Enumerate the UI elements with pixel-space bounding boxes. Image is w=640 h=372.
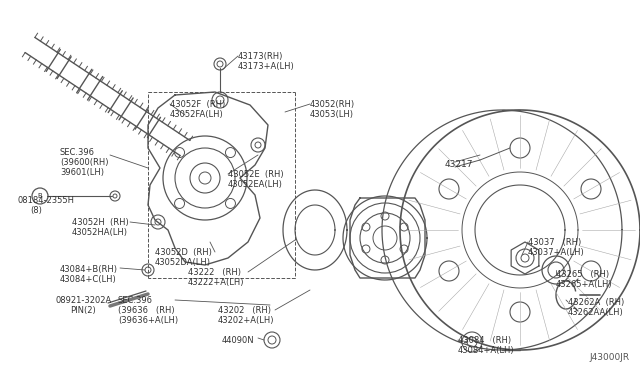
Text: 43052H  (RH): 43052H (RH): [72, 218, 129, 227]
Text: 43173(RH): 43173(RH): [238, 52, 284, 61]
Text: 43052EA(LH): 43052EA(LH): [228, 180, 283, 189]
Text: (39600(RH): (39600(RH): [60, 158, 109, 167]
Text: 43202+A(LH): 43202+A(LH): [218, 316, 275, 325]
Text: 43265+A(LH): 43265+A(LH): [556, 280, 612, 289]
Text: 43037   (RH): 43037 (RH): [528, 238, 581, 247]
Text: 43084+A(LH): 43084+A(LH): [458, 346, 515, 355]
Text: (8): (8): [30, 206, 42, 215]
Text: 44090N: 44090N: [222, 336, 255, 345]
Text: 43037+A(LH): 43037+A(LH): [528, 248, 585, 257]
Text: 43202   (RH): 43202 (RH): [218, 306, 271, 315]
Text: 43173+A(LH): 43173+A(LH): [238, 62, 295, 71]
Text: 43052(RH): 43052(RH): [310, 100, 355, 109]
Text: SEC.396: SEC.396: [60, 148, 95, 157]
Text: 43053(LH): 43053(LH): [310, 110, 354, 119]
Text: PIN(2): PIN(2): [70, 306, 96, 315]
Text: B: B: [38, 193, 42, 199]
Text: 08921-3202A: 08921-3202A: [55, 296, 111, 305]
Text: 43262AA(LH): 43262AA(LH): [568, 308, 624, 317]
Text: 43084+B(RH): 43084+B(RH): [60, 265, 118, 274]
Text: 43052D  (RH): 43052D (RH): [155, 248, 212, 257]
Text: 08184-2355H: 08184-2355H: [18, 196, 75, 205]
Text: (39636   (RH): (39636 (RH): [118, 306, 175, 315]
Text: J43000JR: J43000JR: [590, 353, 630, 362]
Text: 43222+A(LH): 43222+A(LH): [188, 278, 244, 287]
Text: 39601(LH): 39601(LH): [60, 168, 104, 177]
Text: 43217: 43217: [445, 160, 474, 169]
Text: 43052HA(LH): 43052HA(LH): [72, 228, 128, 237]
Text: 43262A  (RH): 43262A (RH): [568, 298, 624, 307]
Text: SEC.396: SEC.396: [118, 296, 153, 305]
Text: 43222   (RH): 43222 (RH): [188, 268, 241, 277]
Text: 43052F  (RH): 43052F (RH): [170, 100, 225, 109]
Text: 43052DA(LH): 43052DA(LH): [155, 258, 211, 267]
Text: 43052FA(LH): 43052FA(LH): [170, 110, 224, 119]
Text: 43052E  (RH): 43052E (RH): [228, 170, 284, 179]
Text: 43265   (RH): 43265 (RH): [556, 270, 609, 279]
Text: 43084   (RH): 43084 (RH): [458, 336, 511, 345]
Text: (39636+A(LH): (39636+A(LH): [118, 316, 178, 325]
Text: 43084+C(LH): 43084+C(LH): [60, 275, 116, 284]
